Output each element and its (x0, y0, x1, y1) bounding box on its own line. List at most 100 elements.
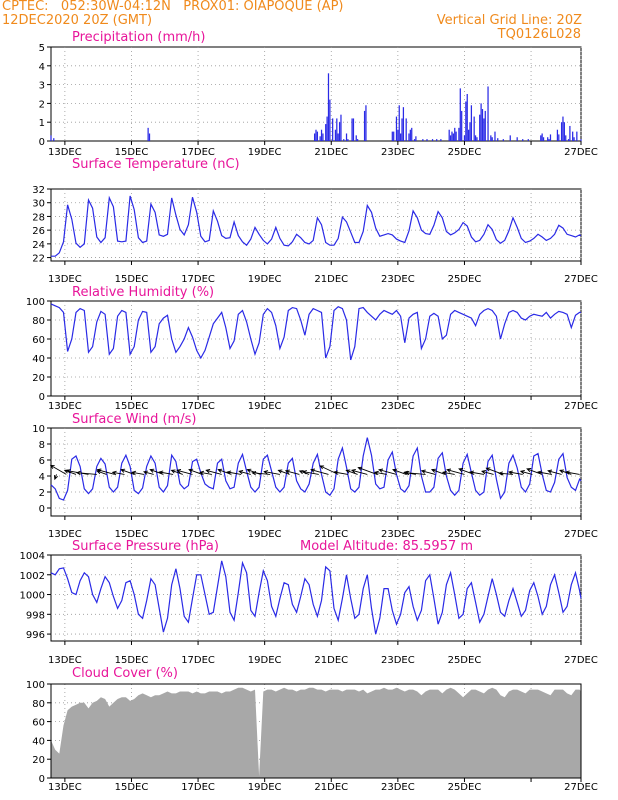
precip-bar (440, 139, 442, 141)
x-tick-label: 17DEC (181, 147, 215, 158)
x-tick-label: 27DEC (564, 529, 598, 540)
x-tick-label: 15DEC (115, 655, 149, 666)
y-tick-label: 998 (26, 610, 45, 621)
wind-arrow (158, 470, 174, 475)
precip-bar (494, 131, 496, 141)
precip-bar (483, 118, 485, 141)
precip-bar (454, 127, 456, 141)
panel-4: 996 998 1000 1002 1004 13DEC 15DEC 17DEC 19DEC 21… (20, 539, 598, 666)
y-tick-label: 40 (32, 736, 45, 747)
precip-bar (540, 135, 542, 141)
wind-arrow (263, 470, 280, 475)
x-tick-label: 13DEC (48, 147, 82, 158)
y-tick-label: 30 (32, 199, 45, 210)
precip-bar (563, 122, 565, 141)
wind-arrow (519, 470, 533, 475)
x-tick-label: 19DEC (248, 147, 282, 158)
panel-title: Cloud Cover (%) (72, 666, 178, 681)
precip-bar (479, 114, 481, 141)
y-tick-label: 100 (26, 680, 45, 691)
precip-bar (405, 118, 407, 141)
wind-arrow (350, 469, 368, 475)
x-tick-label: 15DEC (115, 147, 149, 158)
x-tick-label: 25DEC (448, 782, 482, 793)
precip-bar (491, 137, 493, 141)
y-tick-label: 20 (32, 755, 45, 766)
y-tick-label: 60 (32, 718, 45, 729)
precip-bar (337, 133, 339, 141)
x-tick-label: 13DEC (48, 529, 82, 540)
x-tick-label: 19DEC (248, 274, 282, 285)
y-tick-label: 80 (32, 699, 45, 710)
precip-bar (541, 133, 543, 141)
precip-bar (558, 134, 560, 141)
x-tick-label: 21DEC (314, 274, 348, 285)
precip-bar (355, 135, 357, 141)
x-tick-label: 13DEC (48, 655, 82, 666)
wind-arrow (430, 468, 446, 475)
precip-bar (573, 137, 575, 141)
precip-bar (397, 129, 399, 141)
x-tick-label: 21DEC (314, 401, 348, 412)
header-line2-right: Vertical Grid Line: 20Z (436, 13, 582, 28)
y-tick-label: 22 (32, 254, 45, 265)
wind-arrow (507, 470, 523, 475)
precip-bar (340, 114, 342, 141)
x-tick-label: 13DEC (48, 782, 82, 793)
precip-bar (480, 103, 482, 141)
wind-arrow (481, 470, 494, 475)
wind-arrow (404, 470, 426, 476)
precip-bar (490, 135, 492, 141)
y-tick-label: 26 (32, 226, 45, 237)
wind-arrow (547, 469, 562, 475)
x-tick-label: 15DEC (115, 274, 149, 285)
x-tick-label: 17DEC (181, 401, 215, 412)
precip-bar (356, 139, 359, 141)
precip-bar (452, 133, 454, 141)
precip-bar (400, 133, 402, 141)
y-tick-label: 32 (32, 185, 45, 196)
precip-bar (402, 107, 405, 141)
precip-bar (315, 129, 317, 141)
precip-bar (147, 127, 149, 141)
precip-bar (549, 134, 552, 141)
precip-bar (415, 136, 417, 141)
precip-bar (572, 131, 574, 141)
precip-bar (481, 109, 484, 141)
precip-bar (363, 110, 366, 141)
precip-bar (547, 137, 549, 141)
precip-bar (476, 137, 478, 141)
precip-bar (436, 139, 438, 141)
precip-bar (556, 129, 559, 141)
precip-bar (422, 139, 424, 141)
precip-bar (351, 118, 353, 141)
panel-5: 0 20 40 60 80 100 13DEC 15DEC 17DEC 19DEC 21DEC 23D… (26, 666, 598, 793)
y-tick-label: 0 (39, 774, 45, 785)
precip-bar (451, 131, 453, 141)
y-tick-label: 1002 (20, 571, 45, 582)
x-tick-label: 23DEC (381, 274, 415, 285)
x-tick-label: 23DEC (381, 782, 415, 793)
x-tick-label: 25DEC (448, 274, 482, 285)
wind-arrow (537, 470, 552, 475)
x-tick-label: 21DEC (314, 782, 348, 793)
y-tick-label: 0 (39, 137, 45, 148)
precip-bar (467, 129, 470, 141)
wind-arrow (49, 464, 67, 475)
precip-bar (463, 135, 466, 141)
cloud-area (51, 687, 581, 778)
x-tick-label: 19DEC (248, 782, 282, 793)
panel-title: Surface Temperature (nC) (72, 157, 240, 172)
precip-bar (401, 118, 403, 141)
wind-arrow (345, 469, 358, 475)
precip-bar (455, 131, 457, 141)
precip-bar (393, 131, 395, 141)
y-tick-label: 4 (39, 472, 45, 483)
precip-bar (352, 118, 355, 141)
x-tick-label: 27DEC (564, 401, 598, 412)
wind-arrow (357, 466, 378, 475)
precip-bar (345, 133, 348, 141)
x-tick-label: 15DEC (115, 529, 149, 540)
x-tick-label: 25DEC (448, 529, 482, 540)
x-tick-label: 21DEC (314, 147, 348, 158)
